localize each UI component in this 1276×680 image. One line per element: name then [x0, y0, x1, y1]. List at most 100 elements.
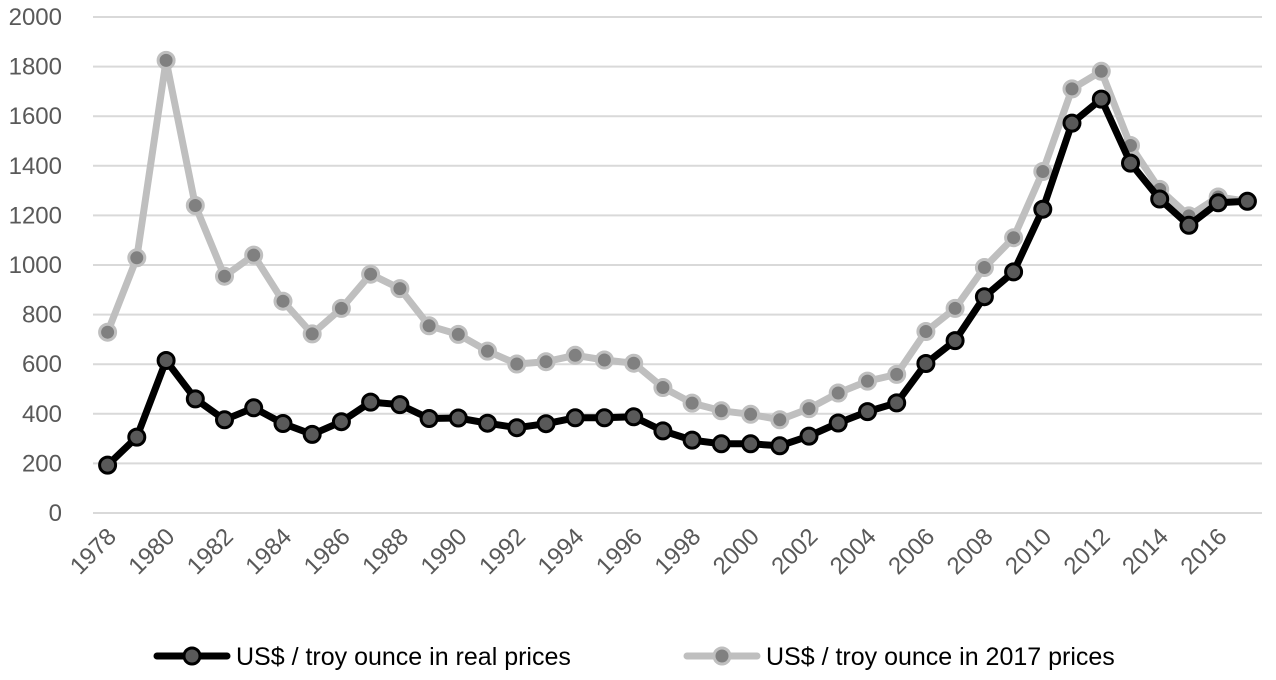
data-point	[1091, 61, 1111, 81]
y-tick-label: 800	[22, 302, 62, 329]
data-point	[828, 413, 848, 433]
data-point	[1004, 262, 1024, 282]
data-point	[478, 341, 497, 361]
data-point	[507, 354, 527, 374]
data-point	[507, 418, 527, 438]
data-point	[945, 298, 965, 318]
x-tick-label: 1990	[416, 523, 473, 580]
y-tick-label: 1400	[9, 153, 62, 180]
data-point	[448, 408, 468, 428]
x-tick-label: 2016	[1176, 523, 1233, 580]
data-point	[770, 410, 790, 430]
data-point	[1062, 79, 1082, 99]
data-point	[156, 50, 176, 70]
x-tick-label: 1988	[357, 523, 414, 580]
data-point	[1033, 199, 1053, 219]
data-point	[858, 402, 877, 422]
data-point	[916, 322, 936, 341]
data-point	[302, 424, 322, 444]
data-point	[594, 408, 614, 428]
legend-marker	[712, 646, 732, 666]
x-tick-label: 1984	[240, 523, 297, 580]
x-tick-label: 1978	[65, 523, 122, 580]
data-point	[156, 351, 176, 370]
data-point	[711, 401, 731, 421]
data-point	[1004, 228, 1024, 248]
x-tick-label: 2002	[766, 523, 823, 580]
data-point	[887, 393, 907, 413]
x-tick-label: 1992	[474, 523, 531, 580]
y-tick-label: 200	[22, 450, 62, 477]
legend-item-2017-prices: US$ / troy ounce in 2017 prices	[683, 643, 1115, 671]
legend-label: US$ / troy ounce in 2017 prices	[766, 643, 1115, 671]
data-point	[98, 455, 118, 475]
data-point	[916, 354, 936, 373]
data-point	[478, 413, 497, 433]
data-point	[390, 279, 410, 299]
x-tick-label: 2014	[1117, 523, 1174, 580]
data-point	[945, 331, 965, 351]
data-point	[653, 421, 673, 441]
y-tick-label: 1600	[9, 103, 62, 130]
data-point	[858, 371, 877, 391]
data-point	[974, 287, 994, 307]
data-point	[799, 426, 819, 446]
y-tick-label: 1200	[9, 202, 62, 229]
data-point	[244, 398, 264, 418]
series-real-prices	[98, 89, 1257, 475]
data-point	[1208, 193, 1228, 213]
x-tick-label: 1994	[533, 523, 590, 580]
data-point	[741, 404, 761, 424]
x-tick-label: 2010	[1000, 523, 1057, 580]
x-tick-label: 1980	[123, 523, 180, 580]
data-point	[887, 364, 907, 384]
data-point	[1091, 89, 1111, 109]
data-point	[1179, 215, 1199, 235]
x-tick-label: 2012	[1059, 523, 1116, 580]
data-point	[448, 324, 468, 344]
data-point	[682, 430, 702, 450]
data-point	[273, 291, 293, 311]
data-point	[1150, 189, 1170, 209]
y-tick-label: 0	[49, 500, 62, 527]
data-point	[331, 412, 351, 432]
data-point	[1237, 191, 1257, 211]
data-point	[799, 399, 819, 419]
data-point	[215, 266, 234, 286]
data-point	[711, 434, 731, 454]
y-tick-label: 2000	[9, 4, 62, 31]
y-tick-label: 1000	[9, 252, 62, 279]
data-point	[390, 395, 410, 415]
data-point	[974, 258, 994, 277]
data-point	[624, 353, 644, 373]
x-tick-label: 1998	[650, 523, 707, 580]
data-point	[1033, 162, 1053, 181]
data-point	[244, 245, 264, 265]
data-point	[361, 264, 381, 284]
data-point	[302, 324, 322, 344]
data-point	[273, 414, 293, 433]
data-point	[331, 298, 351, 318]
x-tick-label: 1982	[182, 523, 239, 580]
x-tick-label: 2004	[825, 523, 882, 580]
y-tick-label: 400	[22, 401, 62, 428]
data-point	[185, 196, 205, 215]
data-point	[419, 409, 439, 428]
x-tick-label: 1996	[591, 523, 648, 580]
data-point	[127, 427, 147, 447]
data-point	[624, 407, 644, 427]
data-point	[594, 350, 614, 370]
y-tick-label: 600	[22, 351, 62, 378]
y-tick-label: 1800	[9, 54, 62, 81]
data-point	[770, 436, 790, 456]
data-point	[828, 383, 848, 403]
data-point	[1062, 113, 1082, 133]
data-point	[215, 410, 234, 430]
x-tick-label: 2008	[942, 523, 999, 580]
data-point	[682, 393, 702, 413]
x-tick-label: 2006	[883, 523, 940, 580]
data-point	[536, 352, 556, 372]
series-line	[104, 56, 1251, 424]
